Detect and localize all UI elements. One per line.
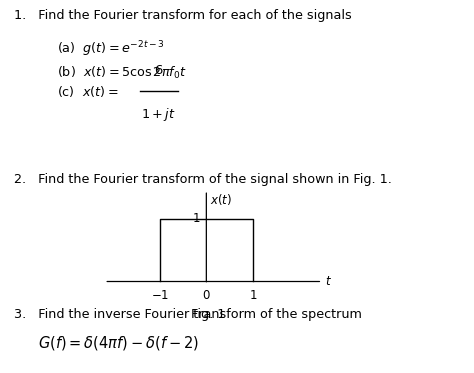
Text: $G(f) = \delta(4\pi f) - \delta(f - 2)$: $G(f) = \delta(4\pi f) - \delta(f - 2)$ xyxy=(38,334,199,352)
Text: 3.   Find the inverse Fourier transform of the spectrum: 3. Find the inverse Fourier transform of… xyxy=(14,308,362,321)
Text: $x(t)$: $x(t)$ xyxy=(210,192,232,207)
Text: $6$: $6$ xyxy=(154,64,164,77)
Text: 1.   Find the Fourier transform for each of the signals: 1. Find the Fourier transform for each o… xyxy=(14,9,352,22)
Text: $1$: $1$ xyxy=(192,212,201,225)
Text: Fig. 1: Fig. 1 xyxy=(191,308,226,321)
Text: $t$: $t$ xyxy=(325,275,332,288)
Text: 2.   Find the Fourier transform of the signal shown in Fig. 1.: 2. Find the Fourier transform of the sig… xyxy=(14,173,392,186)
Text: $1$: $1$ xyxy=(248,289,257,302)
Text: $1 + jt$: $1 + jt$ xyxy=(141,106,176,123)
Text: (b)  $x(t) = 5\cos 2\pi f_0 t$: (b) $x(t) = 5\cos 2\pi f_0 t$ xyxy=(57,65,186,81)
Text: $-1$: $-1$ xyxy=(151,289,169,302)
Text: (a)  $g(t) = e^{-2t-3}$: (a) $g(t) = e^{-2t-3}$ xyxy=(57,39,164,59)
Text: (c)  $x(t) =$: (c) $x(t) =$ xyxy=(57,84,118,99)
Text: $0$: $0$ xyxy=(202,289,210,302)
